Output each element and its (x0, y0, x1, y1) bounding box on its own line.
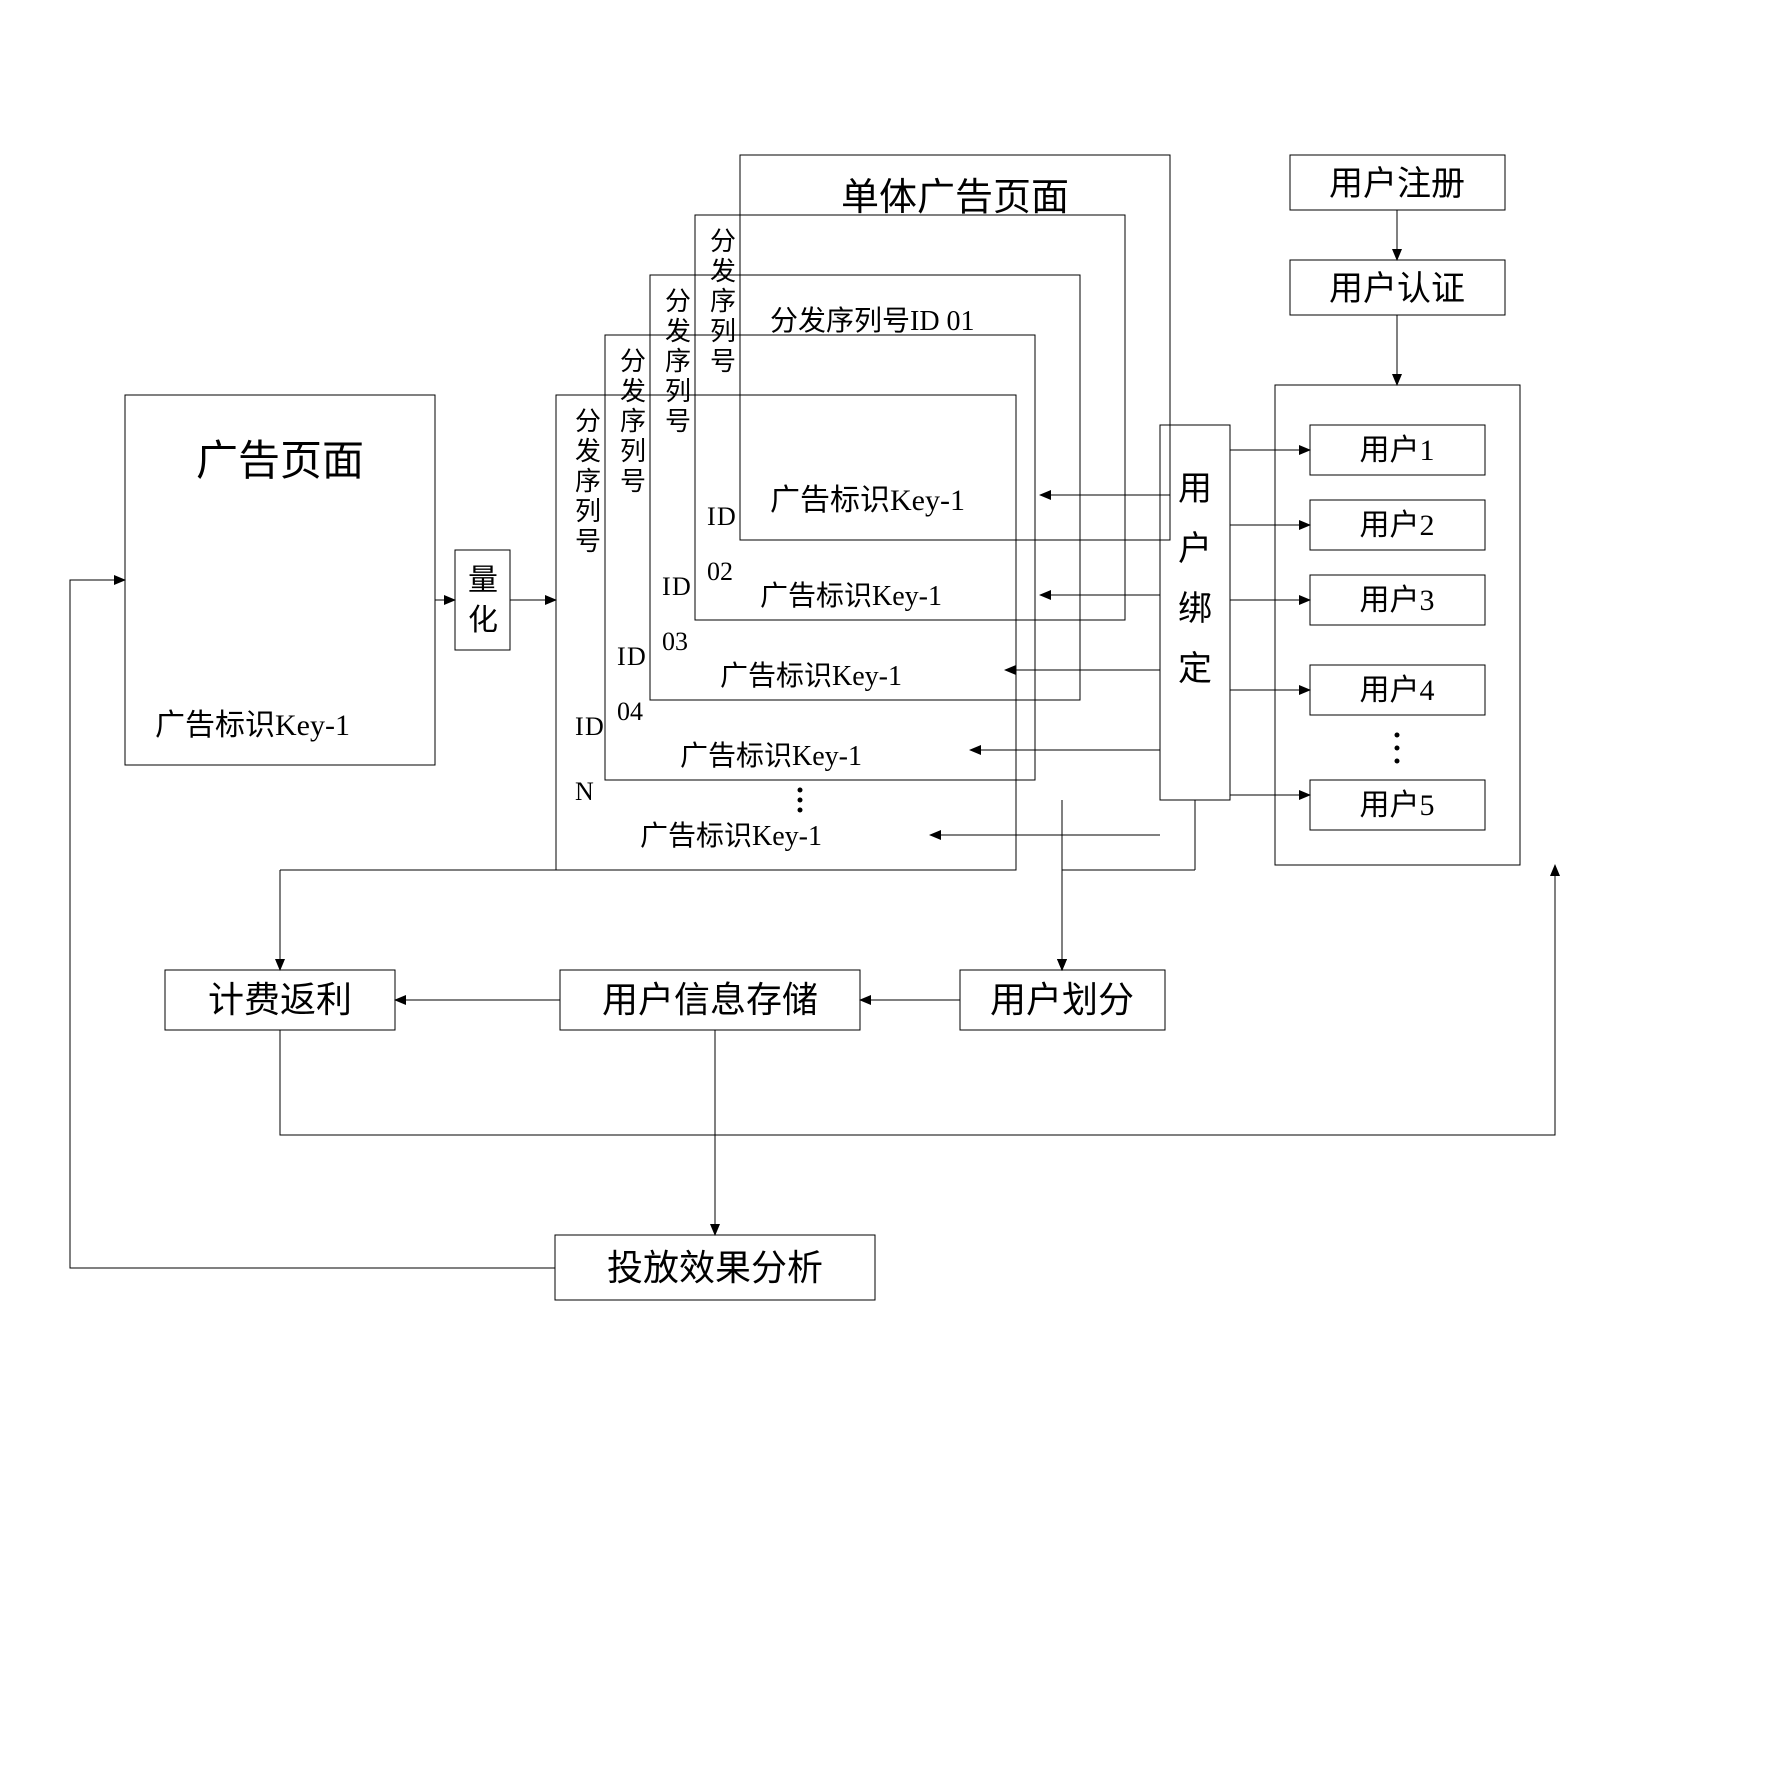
svg-text:量: 量 (468, 564, 498, 597)
svg-text:列: 列 (710, 317, 736, 346)
user-1: 用户1 (1310, 425, 1485, 475)
svg-text:I: I (662, 572, 671, 601)
svg-text:D: D (672, 572, 691, 601)
svg-text:发: 发 (620, 377, 646, 406)
svg-text:化: 化 (468, 604, 498, 637)
card-01-id: 分发序列号ID 01 (770, 305, 975, 337)
svg-text:用户2: 用户2 (1360, 509, 1435, 542)
svg-text:02: 02 (707, 557, 733, 586)
svg-text:用户3: 用户3 (1360, 584, 1435, 617)
svg-text:序: 序 (620, 407, 646, 436)
user-division-label: 用户划分 (990, 980, 1134, 1020)
billing-rebate-node: 计费返利 (165, 970, 395, 1030)
card-03-key: 广告标识Key-1 (720, 660, 902, 692)
ad-page-subtitle: 广告标识Key-1 (155, 709, 350, 742)
svg-text:发: 发 (665, 317, 691, 346)
svg-text:序: 序 (665, 347, 691, 376)
svg-text:号: 号 (665, 407, 691, 436)
user-register-node: 用户注册 (1290, 155, 1505, 210)
svg-text:I: I (707, 502, 716, 531)
flowchart-diagram: 广告页面 广告标识Key-1 量 化 量化 分 发 序 列 号 I D N 广告… (0, 0, 1771, 1783)
svg-text:绑: 绑 (1178, 590, 1212, 628)
user-info-storage-node: 用户信息存储 (560, 970, 860, 1030)
user-3: 用户3 (1310, 575, 1485, 625)
ad-page-node: 广告页面 广告标识Key-1 (125, 395, 435, 765)
user-4: 用户4 (1310, 665, 1485, 715)
svg-text:户: 户 (1178, 530, 1212, 568)
card-01-key: 广告标识Key-1 (770, 484, 965, 517)
users-ellipsis-dots (1395, 733, 1400, 764)
svg-text:列: 列 (575, 497, 601, 526)
user-division-node: 用户划分 (960, 970, 1165, 1030)
card-04-key: 广告标识Key-1 (680, 740, 862, 772)
effect-analysis-node: 投放效果分析 (555, 1235, 875, 1300)
quantize-node: 量 化 量化 (455, 550, 510, 650)
card-02-key: 广告标识Key-1 (760, 580, 942, 612)
svg-text:用户5: 用户5 (1360, 789, 1435, 822)
svg-text:分: 分 (575, 407, 601, 436)
svg-text:分: 分 (665, 287, 691, 316)
user-info-storage-label: 用户信息存储 (602, 980, 818, 1020)
svg-text:序: 序 (575, 467, 601, 496)
svg-text:列: 列 (665, 377, 691, 406)
svg-text:D: D (627, 642, 646, 671)
svg-text:用户1: 用户1 (1360, 434, 1435, 467)
svg-text:列: 列 (620, 437, 646, 466)
svg-text:N: N (575, 777, 594, 806)
svg-text:发: 发 (575, 437, 601, 466)
svg-text:用户4: 用户4 (1360, 674, 1435, 707)
svg-text:号: 号 (710, 347, 736, 376)
svg-text:03: 03 (662, 627, 688, 656)
svg-text:定: 定 (1178, 650, 1212, 688)
ad-page-title: 广告页面 (196, 439, 364, 485)
svg-text:发: 发 (710, 257, 736, 286)
user-auth-node: 用户认证 (1290, 260, 1505, 315)
edge-effect-adpage (70, 580, 555, 1268)
svg-text:I: I (575, 712, 584, 741)
svg-text:号: 号 (575, 527, 601, 556)
cards-ellipsis-dots (798, 788, 803, 813)
user-register-label: 用户注册 (1329, 165, 1465, 203)
user-5: 用户5 (1310, 780, 1485, 830)
single-ad-card-01: 单体广告页面 分发序列号ID 01 广告标识Key-1 (740, 155, 1170, 540)
svg-text:号: 号 (620, 467, 646, 496)
user-2: 用户2 (1310, 500, 1485, 550)
user-auth-label: 用户认证 (1329, 270, 1465, 308)
card-n-key: 广告标识Key-1 (640, 820, 822, 852)
svg-text:序: 序 (710, 287, 736, 316)
svg-text:用: 用 (1178, 471, 1212, 508)
single-ad-card-02: 分 发 序 列 号 I D 02 广告标识Key-1 (695, 215, 1125, 620)
effect-analysis-label: 投放效果分析 (607, 1248, 823, 1288)
svg-text:D: D (717, 502, 736, 531)
svg-text:04: 04 (617, 697, 643, 726)
svg-text:D: D (585, 712, 604, 741)
single-ad-title: 单体广告页面 (841, 177, 1069, 219)
svg-text:分: 分 (620, 347, 646, 376)
svg-text:I: I (617, 642, 626, 671)
billing-rebate-label: 计费返利 (208, 980, 352, 1020)
svg-text:分: 分 (710, 227, 736, 256)
